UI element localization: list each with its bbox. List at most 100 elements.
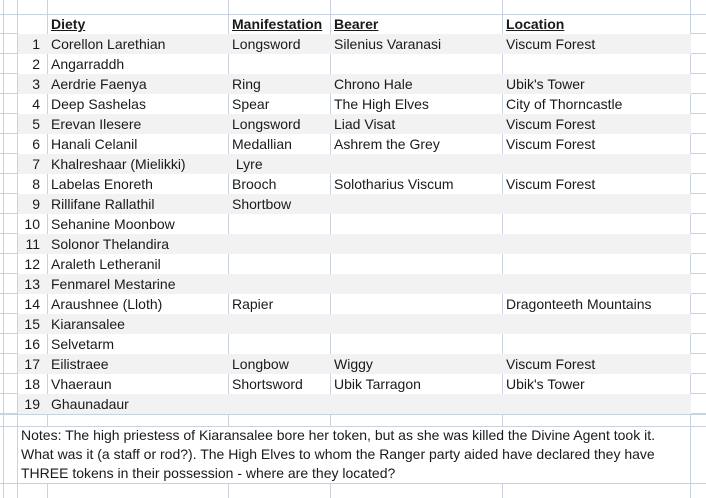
- cell-diety[interactable]: Araushnee (Lloth): [51, 296, 163, 312]
- cell-location[interactable]: City of Thorncastle: [506, 96, 623, 112]
- row-number[interactable]: 1: [32, 36, 40, 52]
- cell-diety[interactable]: Angarraddh: [51, 56, 125, 72]
- cell-location[interactable]: [502, 54, 690, 74]
- cell-diety[interactable]: Erevan Ilesere: [51, 116, 142, 132]
- cell-diety[interactable]: Rillifane Rallathil: [51, 196, 155, 212]
- notes-cell[interactable]: Notes: The high priestess of Kiaransalee…: [18, 426, 690, 483]
- cell-manifestation[interactable]: [228, 234, 330, 254]
- cell-manifestation[interactable]: [228, 274, 330, 294]
- cell-location[interactable]: [502, 194, 690, 214]
- cell-location[interactable]: Viscum Forest: [506, 36, 596, 52]
- cell-bearer[interactable]: The High Elves: [334, 96, 429, 112]
- cell-diety[interactable]: Solonor Thelandira: [51, 236, 170, 252]
- cell-manifestation[interactable]: [228, 254, 330, 274]
- cell-manifestation[interactable]: Shortbow: [232, 196, 292, 212]
- cell-diety[interactable]: Fenmarel Mestarine: [51, 276, 176, 292]
- row-number[interactable]: 10: [24, 216, 40, 232]
- cell-location[interactable]: [502, 314, 690, 334]
- cell-location[interactable]: Viscum Forest: [506, 136, 596, 152]
- cell-diety[interactable]: Araleth Letheranil: [51, 256, 161, 272]
- cell-manifestation[interactable]: [228, 214, 330, 234]
- row-number[interactable]: 6: [32, 136, 40, 152]
- cell-bearer[interactable]: Silenius Varanasi: [334, 36, 442, 52]
- cell-bearer[interactable]: Liad Visat: [334, 116, 396, 132]
- cell-location[interactable]: Viscum Forest: [506, 176, 596, 192]
- cell-bearer[interactable]: [330, 394, 502, 414]
- cell-manifestation[interactable]: Ring: [232, 76, 261, 92]
- row-number[interactable]: 3: [32, 76, 40, 92]
- row-number[interactable]: 17: [24, 356, 40, 372]
- cell-diety[interactable]: Vhaeraun: [51, 376, 112, 392]
- cell-bearer[interactable]: [330, 154, 502, 174]
- cell-bearer[interactable]: [330, 214, 502, 234]
- header-spacer-cell[interactable]: [17, 14, 47, 34]
- cell-diety[interactable]: Khalreshaar (Mielikki): [51, 156, 186, 172]
- row-number[interactable]: 4: [32, 96, 40, 112]
- row-number[interactable]: 11: [25, 236, 40, 252]
- cell-diety[interactable]: Selvetarm: [51, 336, 115, 352]
- cell-bearer[interactable]: [330, 234, 502, 254]
- cell-location[interactable]: [502, 234, 690, 254]
- cell-manifestation[interactable]: [228, 394, 330, 414]
- cell-manifestation[interactable]: Longsword: [232, 36, 301, 52]
- cell-manifestation[interactable]: Brooch: [232, 176, 277, 192]
- row-number[interactable]: 2: [32, 56, 40, 72]
- cell-bearer[interactable]: [330, 254, 502, 274]
- cell-location[interactable]: [502, 274, 690, 294]
- cell-location[interactable]: [502, 334, 690, 354]
- cell-diety[interactable]: Labelas Enoreth: [51, 176, 153, 192]
- cell-manifestation[interactable]: Longsword: [232, 116, 301, 132]
- row-number[interactable]: 14: [24, 296, 40, 312]
- row-number[interactable]: 12: [24, 256, 40, 272]
- cell-diety[interactable]: Corellon Larethian: [51, 36, 166, 52]
- cell-diety[interactable]: Aerdrie Faenya: [51, 76, 147, 92]
- cell-manifestation[interactable]: Spear: [232, 96, 270, 112]
- cell-manifestation[interactable]: Medallian: [232, 136, 292, 152]
- cell-bearer[interactable]: Ashrem the Grey: [334, 136, 440, 152]
- cell-bearer[interactable]: [330, 314, 502, 334]
- column-header-bearer[interactable]: Bearer: [334, 16, 379, 32]
- row-number[interactable]: 5: [32, 116, 40, 132]
- cell-bearer[interactable]: Wiggy: [334, 356, 373, 372]
- cell-diety[interactable]: Deep Sashelas: [51, 96, 146, 112]
- cell-diety[interactable]: Kiaransalee: [51, 316, 125, 332]
- cell-bearer[interactable]: Ubik Tarragon: [334, 376, 421, 392]
- cell-bearer[interactable]: [330, 274, 502, 294]
- cell-bearer[interactable]: Chrono Hale: [334, 76, 413, 92]
- column-header-diety[interactable]: Diety: [51, 16, 86, 32]
- cell-bearer[interactable]: [330, 54, 502, 74]
- cell-location[interactable]: Viscum Forest: [506, 356, 596, 372]
- row-number[interactable]: 19: [24, 396, 40, 412]
- cell-bearer[interactable]: [330, 334, 502, 354]
- cell-location[interactable]: Ubik's Tower: [506, 376, 585, 392]
- cell-location[interactable]: [502, 154, 690, 174]
- cell-manifestation[interactable]: Longbow: [232, 356, 289, 372]
- row-number[interactable]: 13: [24, 276, 40, 292]
- row-number[interactable]: 16: [24, 336, 40, 352]
- row-number[interactable]: 15: [24, 316, 40, 332]
- cell-manifestation[interactable]: Rapier: [232, 296, 274, 312]
- cell-manifestation[interactable]: Lyre: [232, 156, 263, 172]
- cell-diety[interactable]: Hanali Celanil: [51, 136, 138, 152]
- cell-location[interactable]: Viscum Forest: [506, 116, 596, 132]
- cell-location[interactable]: [502, 394, 690, 414]
- cell-bearer[interactable]: Solotharius Viscum: [334, 176, 454, 192]
- row-number[interactable]: 8: [32, 176, 40, 192]
- cell-diety[interactable]: Sehanine Moonbow: [51, 216, 175, 232]
- cell-location[interactable]: [502, 254, 690, 274]
- cell-manifestation[interactable]: [228, 54, 330, 74]
- cell-location[interactable]: Ubik's Tower: [506, 76, 585, 92]
- cell-location[interactable]: Dragonteeth Mountains: [506, 296, 652, 312]
- column-header-manifestation[interactable]: Manifestation: [232, 16, 323, 32]
- cell-bearer[interactable]: [330, 294, 502, 314]
- row-number[interactable]: 9: [32, 196, 40, 212]
- cell-manifestation[interactable]: [228, 334, 330, 354]
- cell-manifestation[interactable]: [228, 314, 330, 334]
- cell-diety[interactable]: Eilistraee: [51, 356, 109, 372]
- cell-manifestation[interactable]: Shortsword: [232, 376, 303, 392]
- cell-location[interactable]: [502, 214, 690, 234]
- column-header-location[interactable]: Location: [506, 16, 565, 32]
- cell-diety[interactable]: Ghaunadaur: [51, 396, 129, 412]
- row-number[interactable]: 7: [32, 156, 40, 172]
- row-number[interactable]: 18: [24, 376, 40, 392]
